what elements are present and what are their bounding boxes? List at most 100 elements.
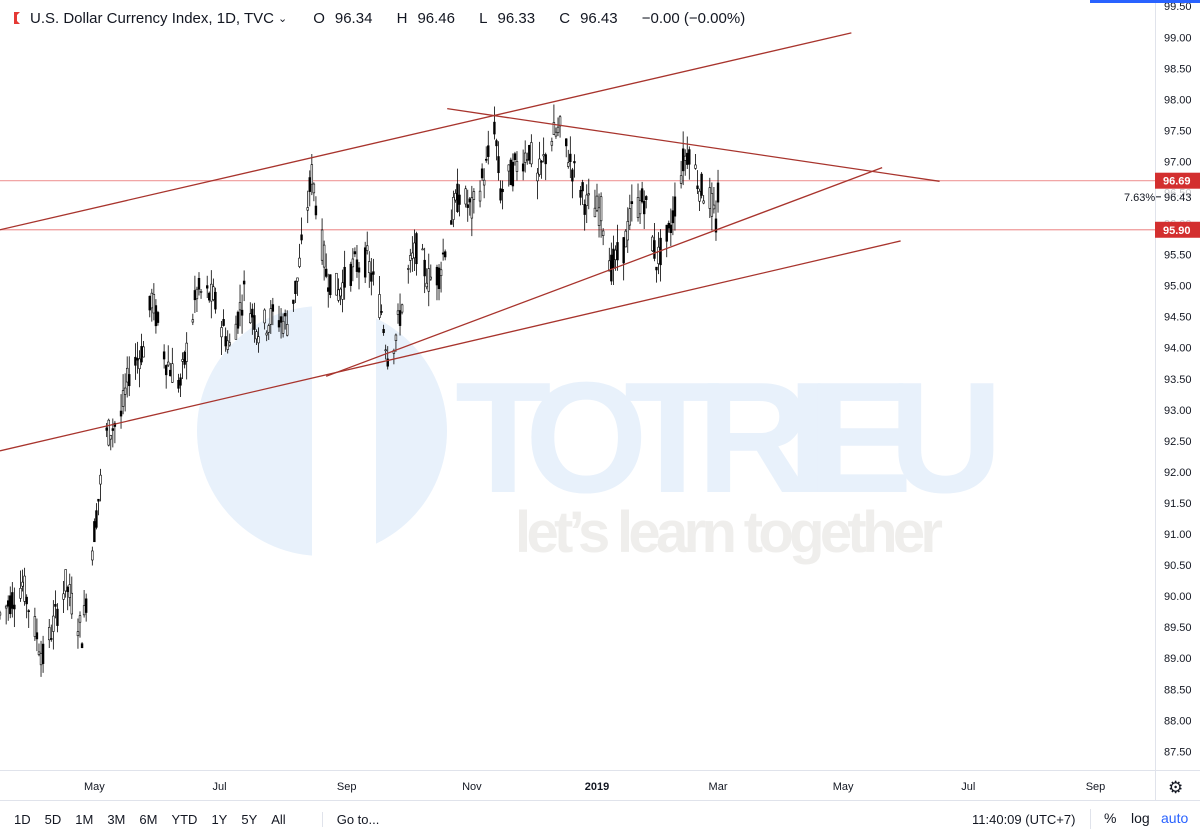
candle	[501, 180, 504, 210]
candle-body	[684, 155, 687, 161]
candle-body	[640, 188, 644, 203]
candle	[238, 284, 242, 327]
candle	[308, 170, 311, 207]
candle	[351, 248, 355, 282]
candle-body	[136, 358, 139, 361]
candle	[0, 610, 2, 620]
candle	[384, 344, 387, 360]
candle-body	[626, 221, 629, 241]
candle-body	[257, 336, 260, 344]
candle	[409, 248, 412, 273]
price-tick: 98.00	[1164, 94, 1192, 106]
candle-body	[655, 266, 658, 271]
candle-body	[125, 367, 129, 383]
candle-body	[142, 346, 145, 358]
chevron-down-icon[interactable]: ⌄	[277, 12, 288, 25]
range-1d[interactable]: 1D	[14, 812, 31, 827]
candle	[93, 518, 96, 543]
candle	[624, 229, 627, 248]
candle	[528, 144, 531, 165]
candle-body	[327, 287, 330, 292]
candle	[329, 274, 332, 299]
price-tick: 96.50	[1164, 188, 1192, 200]
candle-body	[667, 222, 670, 229]
candle	[296, 277, 299, 296]
candle	[468, 197, 471, 216]
candle-body	[686, 152, 689, 165]
candle	[335, 272, 338, 296]
range-all[interactable]: All	[271, 812, 286, 827]
candle-body	[565, 138, 568, 147]
candle	[497, 141, 500, 181]
candle-body	[485, 158, 488, 161]
candle-body	[554, 131, 558, 137]
candle-body	[277, 320, 281, 328]
candle-body	[140, 346, 143, 363]
price-tick: 92.50	[1164, 436, 1192, 448]
range-5d[interactable]: 5D	[44, 812, 62, 827]
time-tick: Mar	[709, 781, 728, 793]
candle-body	[80, 643, 84, 649]
price-marker-bg-1	[1155, 221, 1200, 238]
candle-body	[571, 169, 574, 182]
candle-body	[4, 605, 8, 609]
candle	[242, 270, 246, 302]
candle-body	[464, 188, 467, 205]
candle-body	[368, 261, 371, 274]
candle	[54, 590, 57, 619]
auto-scale-button[interactable]: auto	[1161, 810, 1189, 826]
symbol-title[interactable]: U.S. Dollar Currency Index, 1D, TVC	[30, 9, 274, 27]
candle-body	[480, 168, 484, 179]
candle	[530, 134, 533, 168]
range-6m[interactable]: 6M	[139, 812, 158, 827]
candle-body	[384, 349, 387, 352]
price-marker-bg-0	[1155, 172, 1200, 189]
candle	[249, 302, 252, 324]
candle	[366, 231, 369, 255]
candle-body	[269, 308, 272, 325]
candle	[197, 272, 201, 296]
candle-body	[400, 304, 404, 313]
candle	[540, 160, 543, 179]
range-3m[interactable]: 3M	[107, 812, 126, 827]
candle-body	[513, 153, 517, 161]
gear-icon[interactable]: ⚙	[1168, 778, 1184, 797]
clock[interactable]: 11:40:09 (UTC+7)	[972, 812, 1076, 827]
candle-body	[511, 161, 515, 187]
candle-body	[573, 161, 576, 164]
candle-body	[206, 285, 209, 289]
candle	[608, 247, 611, 272]
candle-body	[380, 311, 383, 313]
candle	[228, 333, 231, 347]
candle	[78, 611, 82, 638]
goto-button[interactable]: Go to...	[321, 812, 379, 827]
candle-body	[653, 240, 656, 259]
candle-body	[123, 387, 127, 395]
candle	[298, 243, 301, 269]
candle	[407, 264, 410, 284]
candle	[470, 185, 474, 237]
candle	[565, 138, 568, 158]
candle	[671, 196, 675, 236]
trend-lines	[0, 32, 940, 452]
candles	[0, 104, 720, 677]
candle	[23, 567, 26, 606]
range-1y[interactable]: 1Y	[211, 812, 228, 827]
log-scale-button[interactable]: log	[1131, 810, 1150, 826]
range-ytd[interactable]: YTD	[171, 812, 198, 827]
candle	[156, 310, 160, 326]
candle-body	[538, 158, 541, 175]
price-tick: 88.50	[1164, 684, 1192, 696]
candle-body	[236, 311, 240, 329]
high-label: H	[396, 9, 408, 27]
range-5y[interactable]: 5Y	[241, 812, 258, 827]
candle	[271, 297, 275, 326]
candle-body	[33, 616, 37, 637]
candle-body	[279, 316, 283, 323]
candle	[123, 373, 127, 412]
percent-scale-button[interactable]: %	[1104, 810, 1117, 826]
range-1m[interactable]: 1M	[75, 812, 94, 827]
candle	[169, 362, 172, 377]
